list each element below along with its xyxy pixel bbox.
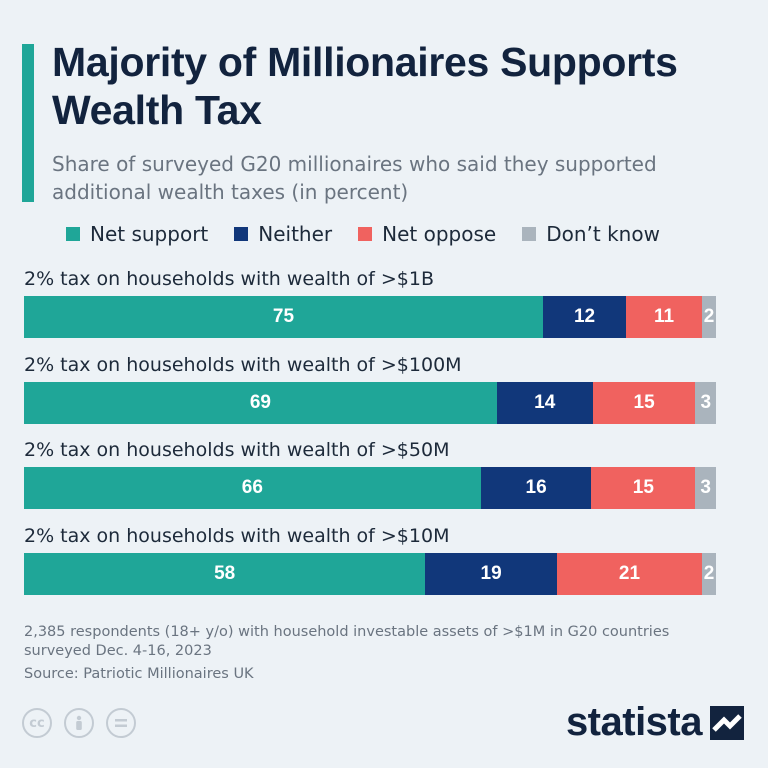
data-label: 15 xyxy=(633,391,655,413)
category-label: 2% tax on households with wealth of >$1B xyxy=(24,268,435,290)
category-label: 2% tax on households with wealth of >$50… xyxy=(24,439,450,461)
category-label: 2% tax on households with wealth of >$10… xyxy=(24,353,462,376)
bar-segment-net-oppose: 15 xyxy=(591,467,696,509)
title-accent-bar xyxy=(22,44,34,202)
bar-segment-neither: 14 xyxy=(496,381,593,424)
data-label: 58 xyxy=(214,562,236,584)
bar-segment-net-oppose: 21 xyxy=(556,552,703,595)
legend-label: Neither xyxy=(258,222,333,246)
stacked-bar-row: 75 12 11 2 xyxy=(24,296,716,338)
footnote: 2,385 respondents (18+ y/o) with househo… xyxy=(24,624,670,659)
legend-swatch xyxy=(234,227,249,241)
legend-item-net-support: Net support xyxy=(66,222,208,246)
license-icons: cc xyxy=(22,708,148,738)
legend-item-dont-know: Don’t know xyxy=(522,222,660,246)
bar-segment-dont-know: 2 xyxy=(702,552,716,595)
data-label: 12 xyxy=(573,306,596,327)
data-label: 2 xyxy=(703,306,715,327)
statista-wordmark: statista xyxy=(565,700,703,744)
bar-segment-neither: 19 xyxy=(425,552,557,595)
legend-item-net-oppose: Net oppose xyxy=(358,222,496,246)
data-label: 3 xyxy=(700,477,711,498)
bar-segment-net-support: 75 xyxy=(24,296,543,338)
data-label: 21 xyxy=(618,562,641,584)
data-label: 69 xyxy=(249,391,271,413)
legend: Net support Neither Net oppose Don’t know xyxy=(66,222,686,246)
data-label: 16 xyxy=(525,477,547,498)
legend-swatch xyxy=(66,227,80,241)
bar-segment-dont-know: 3 xyxy=(695,467,716,509)
no-derivatives-icon[interactable] xyxy=(106,708,136,738)
bar-segment-net-support: 69 xyxy=(24,381,497,424)
data-label: 19 xyxy=(480,562,502,584)
category-label: 2% tax on households with wealth of >$10… xyxy=(24,524,450,547)
cc-icon[interactable]: cc xyxy=(22,708,52,738)
data-label: 15 xyxy=(632,477,654,498)
stacked-bar-row: 69 14 15 3 xyxy=(24,381,717,424)
bar-segment-neither: 12 xyxy=(543,296,627,338)
legend-label: Net oppose xyxy=(382,222,497,246)
bar-segment-dont-know: 2 xyxy=(702,296,716,338)
stacked-bar-row: 58 19 21 2 xyxy=(24,552,716,595)
source-note: Source: Patriotic Millionaires UK xyxy=(24,666,254,682)
data-label: 2 xyxy=(703,562,715,584)
legend-swatch xyxy=(522,227,537,241)
legend-item-neither: Neither xyxy=(234,222,332,246)
attribution-icon[interactable] xyxy=(64,708,94,738)
stacked-bar-row: 66 16 15 3 xyxy=(24,467,716,509)
statista-mark-icon xyxy=(710,705,744,740)
bar-segment-net-support: 66 xyxy=(24,467,481,509)
bar-segment-neither: 16 xyxy=(480,467,592,509)
bar-segment-net-support: 58 xyxy=(24,552,426,595)
legend-label: Don’t know xyxy=(546,222,660,246)
bar-segment-net-oppose: 15 xyxy=(592,381,696,424)
legend-swatch xyxy=(358,227,373,241)
data-label: 14 xyxy=(534,391,556,413)
bar-segment-dont-know: 3 xyxy=(695,381,717,424)
bar-segment-net-oppose: 11 xyxy=(626,296,703,338)
data-label: 3 xyxy=(700,391,712,413)
chart-title: Majority of Millionaires Supports Wealth… xyxy=(52,39,678,133)
data-label: 66 xyxy=(241,477,263,498)
data-label: 75 xyxy=(272,306,295,327)
statista-logo[interactable]: statista xyxy=(566,700,744,745)
legend-label: Net support xyxy=(90,222,209,246)
data-label: 11 xyxy=(654,306,675,327)
chart-subtitle: Share of surveyed G20 millionaires who s… xyxy=(52,152,657,204)
